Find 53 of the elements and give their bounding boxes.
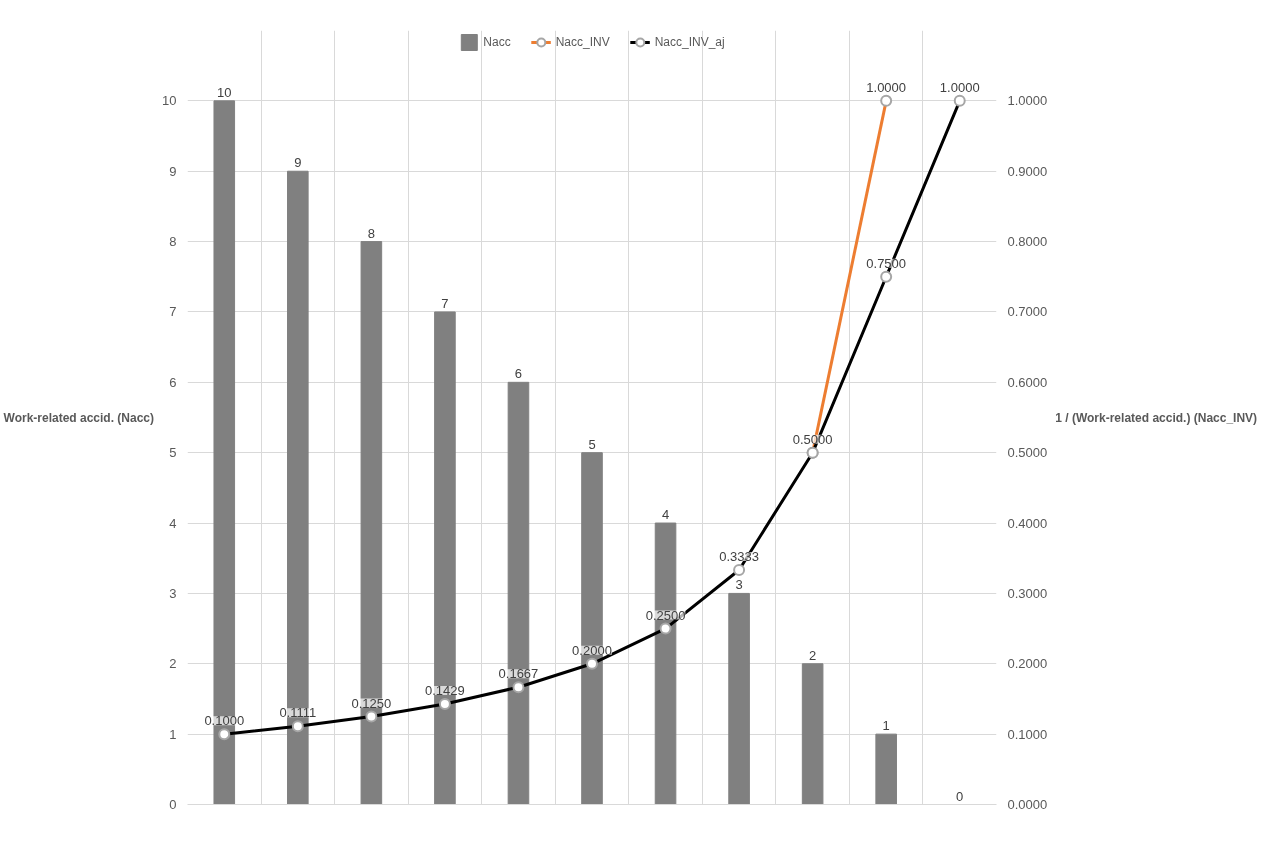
y-tick-label: 2 [169,656,177,672]
data-label: 0.7500 [866,255,907,271]
y-tick-label: 3 [169,585,177,601]
data-label: 0.3333 [719,548,759,564]
y2-tick-label: 0.8000 [1007,234,1048,250]
y-tick-label: 10 [162,93,177,109]
legend-label: Nacc [483,35,511,49]
data-label: 3 [735,577,743,593]
data-label: 0.2500 [645,607,686,623]
data-label: 2 [809,647,817,663]
data-label: 1.0000 [939,79,980,95]
data-label: 7 [441,295,449,311]
y2-tick-label: 0.9000 [1007,163,1048,179]
y-axis-title: Work-related accid. (Nacc) [3,410,155,425]
y-tick-label: 9 [169,163,177,179]
data-label: 10 [217,84,232,100]
data-label: 0.2000 [572,642,612,658]
y2-tick-label: 0.5000 [1007,445,1048,461]
data-label: 0.1250 [351,695,392,711]
y-tick-label: 7 [169,304,177,320]
bar [728,592,750,805]
data-label: 5 [588,436,596,452]
y2-tick-label: 0.2000 [1007,656,1048,672]
legend-label: Nacc_INV [555,35,610,49]
data-label: 6 [514,366,523,382]
data-label: 1.0000 [866,79,907,95]
y2-tick-label: 0.1000 [1007,726,1048,742]
y2-tick-label: 0.3000 [1007,585,1048,601]
data-label: 0.1667 [498,666,539,682]
bar [801,663,824,805]
data-label: 0 [956,788,964,804]
data-label: 9 [294,155,302,171]
y-tick-label: 1 [169,726,177,742]
data-label: 1 [882,718,890,734]
data-label: 0.5000 [792,431,833,447]
legend-label: Nacc_INV_aj [654,35,725,49]
y-tick-label: 5 [169,445,177,461]
data-label: 0.1111 [279,705,317,721]
y2-tick-label: 1.0000 [1007,93,1048,109]
y2-tick-label: 0.6000 [1007,374,1048,390]
y2-tick-label: 0.4000 [1007,515,1048,531]
y-tick-label: 4 [169,515,177,531]
data-label: 8 [367,225,375,241]
data-label: 0.1429 [425,682,465,698]
y-tick-label: 6 [169,374,177,390]
y2-tick-label: 0.7000 [1007,304,1048,320]
y2-tick-label: 0.0000 [1007,797,1048,812]
y-tick-label: 0 [169,797,177,812]
data-label: 0.1000 [204,713,245,729]
bar [875,733,897,805]
y-tick-label: 8 [169,234,177,250]
y2-axis-title: 1 / (Work-related accid.) (Nacc_INV) [1055,410,1258,425]
data-label: 4 [661,507,670,523]
